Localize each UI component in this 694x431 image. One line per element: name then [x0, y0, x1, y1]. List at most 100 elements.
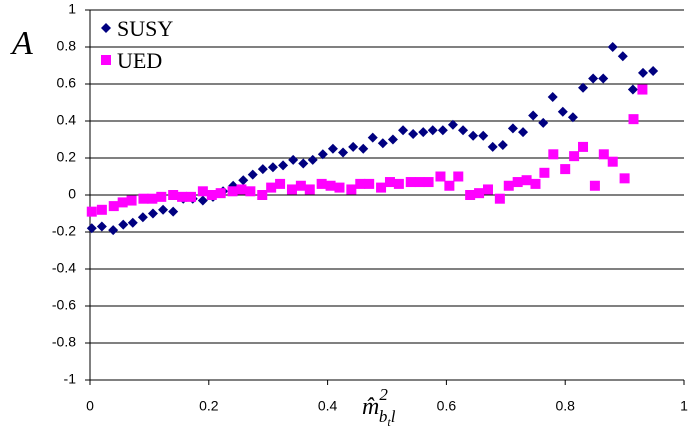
- point: [548, 149, 559, 160]
- point: [137, 212, 148, 223]
- point: [177, 191, 188, 202]
- point: [503, 180, 514, 191]
- point: [127, 217, 138, 228]
- point: [453, 171, 464, 182]
- y-tick-label: 0: [68, 186, 76, 202]
- point: [147, 208, 158, 219]
- x-label-subtail: l: [391, 407, 396, 426]
- point: [245, 186, 256, 197]
- y-tick-label: 0.2: [57, 149, 77, 165]
- point: [377, 138, 388, 149]
- legend-label: UED: [117, 48, 162, 73]
- point: [215, 188, 226, 199]
- point: [474, 188, 485, 199]
- y-tick-label: 0.8: [57, 38, 77, 54]
- point: [638, 67, 649, 78]
- point: [206, 190, 217, 200]
- point: [288, 154, 299, 165]
- point: [627, 84, 638, 95]
- legend-label: SUSY: [117, 16, 173, 41]
- point: [298, 158, 309, 169]
- point: [528, 110, 539, 121]
- point: [518, 127, 529, 138]
- y-tick-label: -1: [64, 371, 77, 387]
- point: [512, 177, 523, 188]
- point: [588, 73, 599, 84]
- point: [138, 193, 149, 204]
- point: [560, 164, 571, 175]
- point: [435, 171, 446, 182]
- point: [547, 91, 558, 102]
- point: [168, 206, 179, 217]
- point: [444, 180, 455, 191]
- point: [147, 193, 158, 204]
- legend-marker: [101, 55, 111, 65]
- point: [227, 186, 238, 197]
- point: [257, 164, 268, 175]
- point: [578, 82, 589, 93]
- point: [307, 154, 318, 165]
- point: [266, 182, 277, 193]
- point: [158, 204, 169, 215]
- point: [367, 132, 378, 143]
- y-axis-label: A: [10, 25, 33, 62]
- x-tick-label: 0.6: [437, 398, 457, 414]
- point: [238, 175, 249, 186]
- point: [325, 180, 336, 191]
- point: [185, 191, 196, 202]
- point: [108, 225, 119, 236]
- point: [117, 197, 128, 208]
- y-tick-label: 1: [68, 1, 76, 17]
- x-tick-label: 0.4: [318, 398, 338, 414]
- point: [376, 182, 387, 193]
- point: [458, 125, 469, 136]
- y-tick-label: 0.4: [57, 112, 77, 128]
- point: [327, 143, 338, 154]
- point: [126, 195, 137, 206]
- point: [236, 184, 247, 195]
- x-tick-label: 0.8: [555, 398, 575, 414]
- point: [108, 201, 119, 212]
- point: [598, 149, 609, 160]
- point: [197, 195, 208, 206]
- point: [567, 112, 578, 123]
- point: [539, 167, 550, 178]
- point: [569, 151, 580, 162]
- point: [447, 119, 458, 130]
- point: [384, 177, 395, 188]
- point: [355, 178, 366, 189]
- point: [387, 134, 398, 145]
- point: [358, 143, 369, 154]
- point: [423, 177, 434, 188]
- point: [257, 190, 268, 200]
- point: [247, 169, 258, 180]
- point: [578, 141, 589, 152]
- point: [418, 127, 429, 138]
- point: [468, 130, 479, 141]
- point: [338, 147, 349, 158]
- point: [86, 223, 97, 234]
- point: [96, 204, 107, 215]
- point: [346, 184, 357, 195]
- point: [637, 84, 648, 95]
- point: [648, 66, 659, 77]
- point: [197, 186, 208, 197]
- point: [427, 125, 438, 136]
- point: [304, 184, 315, 195]
- point: [530, 178, 541, 189]
- point: [557, 106, 568, 117]
- point: [628, 114, 639, 125]
- point: [278, 160, 289, 171]
- x-label-subsub: t: [387, 415, 391, 429]
- x-label-base: m̂: [362, 394, 379, 420]
- point: [86, 206, 97, 217]
- point: [348, 141, 359, 152]
- x-label-sub: b: [379, 407, 388, 426]
- point: [487, 141, 498, 152]
- point: [275, 178, 286, 189]
- point: [408, 128, 419, 139]
- point: [465, 190, 476, 200]
- x-axis-label: m̂2 btl: [362, 385, 396, 429]
- point: [478, 130, 489, 141]
